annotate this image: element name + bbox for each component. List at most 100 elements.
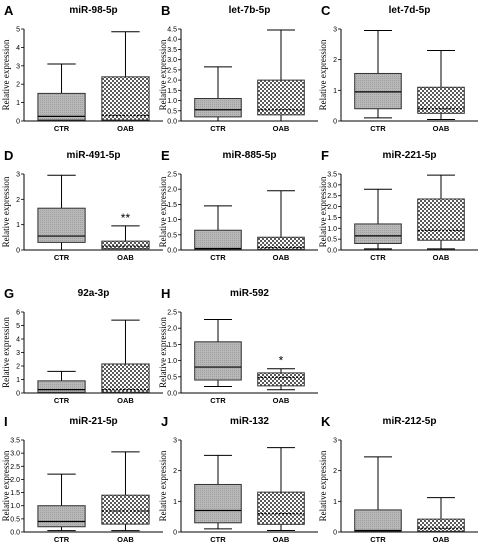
box-body: [101, 76, 150, 121]
box-body: [37, 505, 86, 528]
y-axis-label: Relative expression: [318, 450, 328, 521]
y-tick-label: 1.0: [167, 358, 177, 365]
x-category-label: OAB: [273, 253, 290, 262]
y-tick-label: 1.5: [167, 202, 177, 209]
box-body: [194, 483, 242, 524]
panel-title: miR-491-5p: [67, 150, 121, 161]
box-body: [417, 518, 465, 532]
y-tick-label: 0.0: [10, 530, 20, 537]
y-tick-label: 1: [333, 88, 337, 95]
panel-title: miR-212-5p: [383, 416, 437, 427]
x-category-label: CTR: [54, 396, 70, 405]
y-tick-label: 2.5: [327, 193, 337, 200]
x-category-label: OAB: [433, 253, 450, 262]
box-ctr: [194, 454, 242, 530]
y-tick-label: 2.0: [327, 204, 337, 211]
y-tick-label: 3.5: [167, 47, 177, 54]
box-body: [417, 86, 465, 114]
y-axis-label: Relative expression: [158, 176, 168, 247]
y-tick-label: 0: [173, 530, 177, 537]
y-axis-label: Relative expression: [1, 317, 11, 388]
y-tick-label: 0.0: [167, 391, 177, 398]
x-category-label: CTR: [210, 253, 226, 262]
y-tick-label: 0: [16, 119, 20, 126]
box-body: [37, 92, 86, 121]
box-body: [37, 207, 86, 243]
y-tick-label: 0.0: [167, 119, 177, 126]
box-ctr: [37, 370, 86, 394]
panel-letter: C: [321, 3, 331, 18]
y-tick-label: 1.5: [10, 490, 20, 497]
box-oab: [257, 368, 305, 391]
y-tick-label: 2: [16, 197, 20, 204]
panel-title: miR-132: [230, 416, 269, 427]
y-tick-label: 3.0: [327, 182, 337, 189]
y-tick-label: 1: [173, 499, 177, 506]
y-axis-label: Relative expression: [318, 176, 328, 247]
panel-title: miR-21-5p: [69, 416, 117, 427]
box-oab: [417, 497, 465, 533]
y-tick-label: 2.0: [167, 187, 177, 194]
y-axis-label: Relative expression: [1, 176, 11, 247]
y-axis-label: Relative expression: [318, 39, 328, 110]
y-axis-label: Relative expression: [158, 39, 168, 110]
y-tick-label: 3: [16, 63, 20, 70]
significance-marker: **: [121, 211, 131, 225]
box-ctr: [354, 188, 402, 250]
box-body: [257, 79, 305, 116]
panel-letter: H: [161, 286, 170, 301]
y-tick-label: 0.5: [167, 232, 177, 239]
y-axis-label: Relative expression: [1, 39, 11, 110]
panel-letter: I: [4, 414, 8, 429]
y-tick-label: 2: [16, 82, 20, 89]
x-category-label: CTR: [370, 124, 386, 133]
box-body: [37, 380, 86, 393]
box-body: [257, 372, 305, 387]
panel-letter: B: [161, 3, 170, 18]
panel-title: 92a-3p: [78, 288, 110, 299]
box-ctr: [194, 66, 242, 122]
box-oab: [101, 225, 150, 251]
y-tick-label: 1: [16, 222, 20, 229]
y-tick-label: 3.0: [167, 57, 177, 64]
x-category-label: CTR: [54, 124, 70, 133]
x-category-label: OAB: [117, 253, 134, 262]
y-tick-label: 1.0: [167, 217, 177, 224]
y-tick-label: 2: [333, 468, 337, 475]
x-category-label: OAB: [273, 124, 290, 133]
y-tick-label: 1.0: [327, 226, 337, 233]
y-tick-label: 5: [16, 27, 20, 34]
box-body: [354, 72, 402, 110]
x-category-label: OAB: [117, 124, 134, 133]
y-tick-label: 3.5: [327, 172, 337, 179]
x-category-label: OAB: [117, 535, 134, 544]
y-tick-label: 2.5: [10, 464, 20, 471]
y-tick-label: 2.5: [167, 172, 177, 179]
y-tick-label: 2.0: [167, 78, 177, 85]
y-tick-label: 6: [16, 310, 20, 317]
box-ctr: [37, 174, 86, 251]
y-tick-label: 2.0: [10, 477, 20, 484]
box-oab: [101, 31, 150, 122]
box-oab: [417, 49, 465, 120]
y-tick-label: 4: [16, 337, 20, 344]
box-ctr: [194, 318, 242, 388]
x-category-label: CTR: [370, 253, 386, 262]
box-ctr: [37, 63, 86, 122]
y-tick-label: 1: [16, 377, 20, 384]
x-category-label: OAB: [433, 535, 450, 544]
y-tick-label: 4.0: [167, 37, 177, 44]
box-body: [257, 491, 305, 525]
box-oab: [257, 29, 305, 122]
box-ctr: [354, 456, 402, 533]
box-body: [354, 509, 402, 532]
box-body: [101, 240, 150, 250]
y-tick-label: 3: [333, 27, 337, 34]
